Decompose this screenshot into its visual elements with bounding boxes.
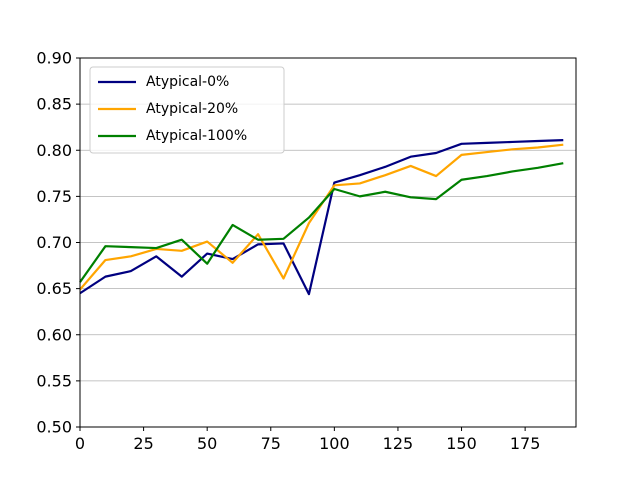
legend-label: Atypical-0% [146,74,229,90]
x-tick-label: 0 [75,434,85,453]
series-line-atypical-20 [79,143,564,291]
y-tick-label: 0.75 [36,187,72,206]
y-tick-label: 0.65 [36,279,72,298]
y-tick-label: 0.60 [36,325,72,344]
y-tick-label: 0.55 [36,371,72,390]
x-tick-label: 100 [319,434,350,453]
y-tick-label: 0.70 [36,233,72,252]
legend: Atypical-0% Atypical-20% Atypical-100% [89,66,285,154]
y-axis: 0.50 0.55 0.60 0.65 0.70 0.75 0.80 0.85 0.90 [36,49,80,437]
y-tick-label: 0.50 [36,418,72,437]
x-tick-label: 50 [197,434,217,453]
x-tick-label: 125 [383,434,414,453]
series-line-atypical-100 [79,162,564,283]
x-tick-label: 25 [133,434,153,453]
x-axis: 0 25 50 75 100 125 150 175 [75,427,540,453]
x-tick-label: 75 [261,434,281,453]
y-tick-label: 0.80 [36,141,72,160]
y-tick-label: 0.85 [36,95,72,114]
series-lines [79,139,564,296]
x-tick-label: 175 [510,434,541,453]
series-line-atypical-0 [79,139,564,296]
y-tick-label: 0.90 [36,49,72,68]
x-tick-label: 150 [446,434,477,453]
legend-box [89,66,285,154]
legend-label: Atypical-20% [146,101,238,117]
legend-label: Atypical-100% [146,128,247,144]
